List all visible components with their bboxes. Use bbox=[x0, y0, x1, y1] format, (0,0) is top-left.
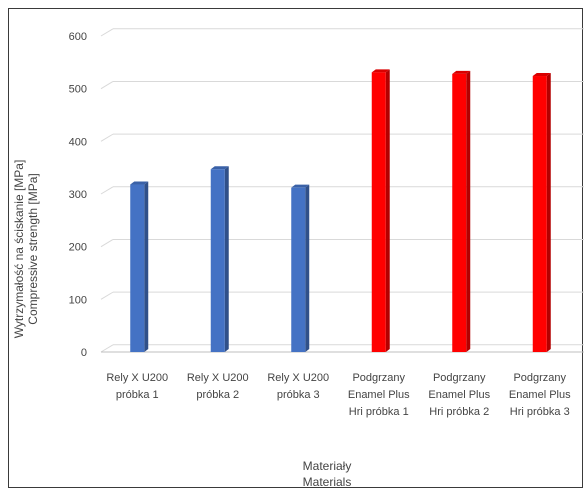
gridline-depth bbox=[100, 133, 114, 142]
bar bbox=[532, 73, 551, 352]
bar bbox=[210, 166, 229, 352]
gridline-depth bbox=[100, 28, 114, 37]
y-tick-label: 200 bbox=[69, 242, 87, 254]
bar-front bbox=[452, 73, 467, 353]
gridline-depth bbox=[100, 291, 114, 300]
x-category-label-line: Enamel Plus bbox=[509, 389, 571, 401]
bar-top bbox=[371, 69, 390, 73]
y-tick-label: 300 bbox=[69, 189, 87, 201]
x-category-label-line: Podgrzany bbox=[352, 372, 405, 384]
x-axis-title-line-2: Materials bbox=[303, 475, 352, 489]
x-category-label-line: Rely X U200 bbox=[267, 372, 329, 384]
bar-side bbox=[546, 73, 551, 352]
gridline-depth bbox=[100, 186, 114, 195]
bar-top bbox=[130, 181, 149, 185]
bar-top bbox=[210, 166, 229, 170]
x-category-label: Rely X U200 próbka 3 bbox=[267, 372, 329, 401]
y-axis-tick-labels: 0 100 200 300 400 500 600 bbox=[69, 31, 87, 359]
bar bbox=[452, 70, 471, 353]
y-tick-label: 600 bbox=[69, 31, 87, 43]
bar-front bbox=[291, 187, 306, 352]
x-category-label-line: Enamel Plus bbox=[348, 389, 410, 401]
x-category-label-line: Enamel Plus bbox=[428, 389, 490, 401]
gridline-depth bbox=[100, 81, 114, 90]
x-category-label-line: Hri próbka 3 bbox=[510, 406, 570, 418]
bar-top bbox=[452, 70, 471, 74]
x-category-label: Podgrzany Enamel Plus Hri próbka 2 bbox=[428, 372, 490, 418]
bar-top bbox=[532, 73, 551, 77]
x-category-label-line: Hri próbka 2 bbox=[429, 406, 489, 418]
y-axis-title-line-2: Compressive strength [MPa] bbox=[26, 173, 40, 324]
bar-top bbox=[291, 184, 310, 188]
bar-front bbox=[210, 169, 225, 352]
x-category-label-line: Rely X U200 bbox=[187, 372, 249, 384]
x-axis-title-line-1: Materiały bbox=[303, 459, 352, 473]
bar-front bbox=[532, 76, 547, 352]
x-category-label-line: Rely X U200 bbox=[106, 372, 168, 384]
bar bbox=[130, 181, 149, 352]
bar-side bbox=[305, 184, 310, 352]
x-category-label: Rely X U200 próbka 2 bbox=[187, 372, 249, 401]
y-tick-label: 100 bbox=[69, 294, 87, 306]
x-category-label: Podgrzany Enamel Plus Hri próbka 3 bbox=[509, 372, 571, 418]
bar-side bbox=[466, 70, 471, 353]
x-category-label-line: Podgrzany bbox=[433, 372, 486, 384]
bar-side bbox=[385, 69, 390, 352]
y-axis-title-line-1: Wytrzymałość na ściskanie [MPa] bbox=[12, 160, 26, 339]
bars bbox=[130, 69, 551, 353]
y-tick-label: 500 bbox=[69, 84, 87, 96]
bar-side bbox=[224, 166, 229, 352]
x-category-label-line: próbka 2 bbox=[196, 389, 239, 401]
gridline-depth bbox=[100, 344, 114, 353]
bar bbox=[371, 69, 390, 352]
bar-front bbox=[371, 72, 386, 352]
bar bbox=[291, 184, 310, 352]
x-category-label-line: próbka 3 bbox=[277, 389, 320, 401]
x-category-label-line: Podgrzany bbox=[513, 372, 566, 384]
bar-side bbox=[144, 181, 149, 352]
y-tick-label: 400 bbox=[69, 136, 87, 148]
gridlines bbox=[100, 28, 584, 353]
x-category-label-line: próbka 1 bbox=[116, 389, 159, 401]
x-category-label-line: Hri próbka 1 bbox=[349, 406, 409, 418]
x-category-label: Podgrzany Enamel Plus Hri próbka 1 bbox=[348, 372, 410, 418]
y-tick-label: 0 bbox=[81, 347, 87, 359]
x-category-label: Rely X U200 próbka 1 bbox=[106, 372, 168, 401]
gridline-depth bbox=[100, 239, 114, 248]
bar-front bbox=[130, 184, 145, 352]
